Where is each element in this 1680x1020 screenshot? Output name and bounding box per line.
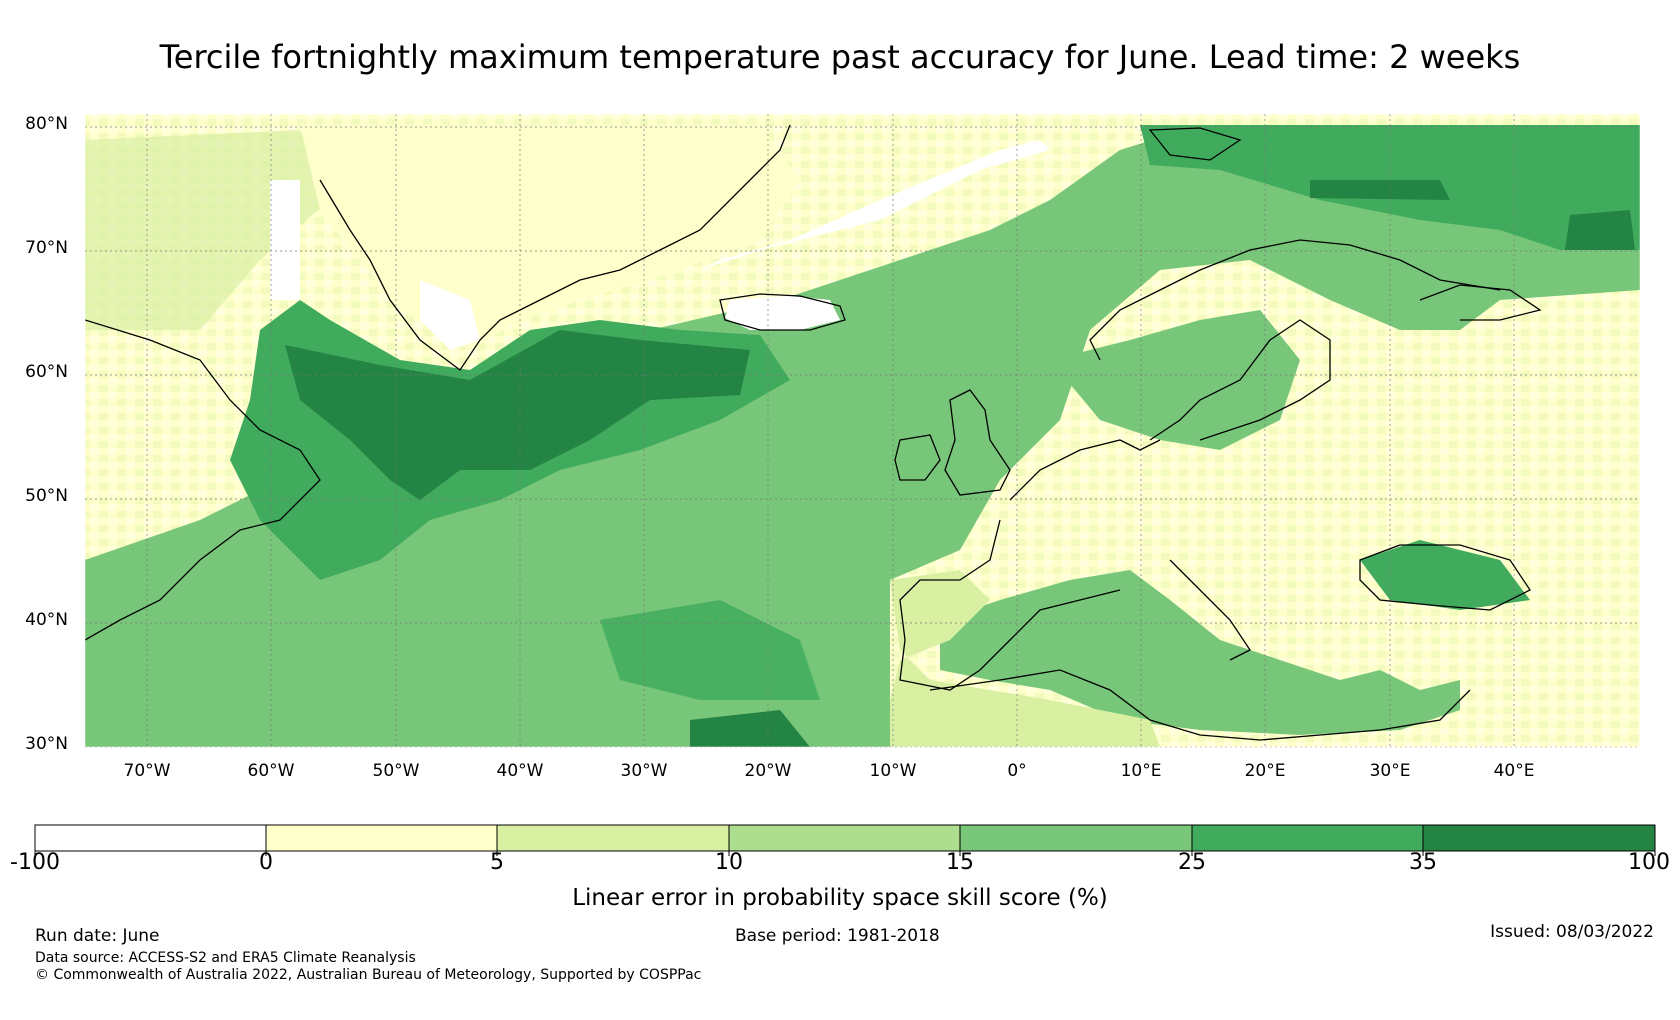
- lon-label: 20°E: [1244, 761, 1286, 781]
- colorbar-tick-label: 0: [259, 850, 273, 875]
- lon-label: 0°: [1007, 761, 1027, 781]
- colorbar-tick-label: 5: [490, 850, 504, 875]
- skill-field: [85, 114, 1640, 747]
- colorbar: [34, 824, 1656, 856]
- colorbar-tick-label: 35: [1409, 850, 1437, 875]
- lat-label: 80°N: [25, 114, 68, 134]
- colorbar-swatch: [1192, 825, 1423, 851]
- iceland-coast: [719, 293, 846, 331]
- lon-label: 10°E: [1120, 761, 1162, 781]
- italy-coast: [1169, 559, 1251, 661]
- colorbar-swatch: [266, 825, 497, 851]
- map-title: Tercile fortnightly maximum temperature …: [159, 38, 1521, 76]
- scandinavia-coast: [1089, 239, 1501, 361]
- ireland-coast: [894, 434, 941, 481]
- copyright: © Commonwealth of Australia 2022, Austra…: [35, 967, 702, 983]
- colorbar-swatch: [497, 825, 729, 851]
- greenland-coast: [319, 124, 791, 371]
- lat-label: 70°N: [25, 238, 68, 258]
- lon-label: 50°W: [372, 761, 420, 781]
- lon-label: 40°E: [1493, 761, 1535, 781]
- lon-label: 20°W: [744, 761, 792, 781]
- colorbar-swatch: [1423, 825, 1655, 851]
- issued-date: Issued: 08/03/2022: [1490, 922, 1654, 942]
- black-sea-coast: [1359, 544, 1531, 611]
- lon-label: 70°W: [123, 761, 171, 781]
- colorbar-swatch: [35, 825, 266, 851]
- lat-label: 60°N: [25, 362, 68, 382]
- britain-coast: [944, 389, 1011, 496]
- colorbar-tick-label: 25: [1178, 850, 1206, 875]
- lon-label: 30°E: [1369, 761, 1411, 781]
- kola-coast: [1419, 284, 1542, 321]
- lon-label: 60°W: [247, 761, 295, 781]
- lon-label: 40°W: [496, 761, 544, 781]
- labrador-coast: [85, 319, 321, 641]
- colorbar-tick-label: 15: [946, 850, 974, 875]
- lat-label: 40°N: [25, 610, 68, 630]
- run-date: Run date: June: [35, 926, 160, 946]
- lat-label: 50°N: [25, 486, 68, 506]
- north-africa-coast: [929, 669, 1471, 741]
- colorbar-tick-label: 100: [1628, 850, 1670, 875]
- svalbard-coast: [1148, 127, 1242, 161]
- lon-label: 30°W: [620, 761, 668, 781]
- map-frame: [84, 113, 1641, 748]
- colorbar-tick-label: -100: [10, 850, 60, 875]
- colorbar-swatch: [960, 825, 1192, 851]
- coastlines: [85, 124, 1542, 741]
- data-source: Data source: ACCESS-S2 and ERA5 Climate …: [35, 950, 416, 966]
- baltic-coast: [1149, 319, 1331, 441]
- base-period: Base period: 1981-2018: [735, 926, 940, 946]
- lat-label: 30°N: [25, 734, 68, 754]
- colorbar-tick-label: 10: [715, 850, 743, 875]
- colorbar-title: Linear error in probability space skill …: [572, 885, 1108, 911]
- europe-coast: [899, 439, 1161, 691]
- colorbar-swatch: [729, 825, 960, 851]
- lon-label: 10°W: [869, 761, 917, 781]
